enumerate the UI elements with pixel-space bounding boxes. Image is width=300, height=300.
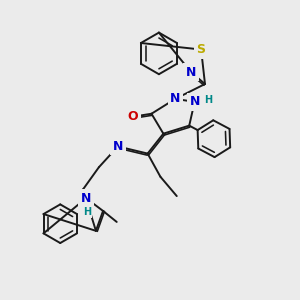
Text: O: O	[128, 110, 138, 123]
Text: N: N	[113, 140, 123, 153]
Text: H: H	[204, 95, 212, 105]
Text: N: N	[186, 66, 196, 79]
Text: N: N	[170, 92, 181, 105]
Text: S: S	[196, 43, 206, 56]
Text: N: N	[81, 192, 91, 205]
Text: H: H	[82, 207, 91, 217]
Text: N: N	[189, 95, 200, 108]
